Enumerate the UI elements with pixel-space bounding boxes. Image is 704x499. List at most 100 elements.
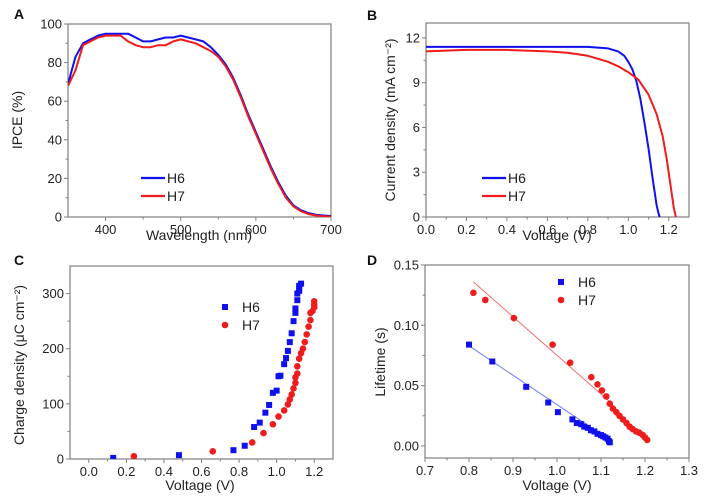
legend-label-h7: H7 [242,317,260,333]
panel-c: C 0.0 0.2 0.4 0.6 0.8 1.0 1.2 0 100 200 300 Voltage … [11,252,334,493]
data-point-h6 [277,372,284,379]
x-tick-label: 0.8 [230,464,248,479]
y-tick-label: 300 [42,286,64,301]
data-point-h7 [470,289,477,297]
y-tick-label: 100 [40,17,62,32]
x-tick-label: 0.4 [498,222,516,237]
plot-area [110,280,318,459]
data-point-h7 [294,370,301,377]
data-point-h6 [545,399,552,406]
data-point-h7 [260,429,267,437]
panel-d: D 0.7 0.8 0.9 1.0 1.1 1.2 1.3 0.00 0.05 0.10 0.15 Vo… [367,252,698,493]
plot-frame [67,23,332,218]
data-point-h7 [284,401,292,408]
x-tick-label: 1.3 [680,463,698,478]
data-point-h7 [602,393,610,400]
data-point-h6 [578,421,585,428]
legend-label-h6: H6 [578,274,596,290]
data-point-h6 [262,409,269,416]
data-point-h7 [566,359,574,367]
x-tick-label: 1.2 [305,464,323,479]
data-point-h6 [298,280,305,287]
data-point-h7 [275,413,282,420]
data-point-h6 [294,297,301,304]
x-tick-label: 1.0 [619,222,637,237]
y-tick-label: 0.10 [394,318,419,333]
x-tick-label: 700 [320,222,342,237]
y-axis-title: Charge density (μC cm⁻²) [11,285,27,445]
legend-label-h7: H7 [578,292,596,308]
y-tick-label: 60 [48,94,62,109]
data-point-h6 [251,424,258,431]
x-tick-label: 400 [95,222,117,237]
x-tick-label: 1.2 [660,222,678,237]
data-point-h7 [549,341,556,348]
data-point-h7 [288,391,295,398]
x-tick-label: 0.7 [416,463,434,478]
y-tick-label: 12 [406,30,420,45]
legend-label-h6: H6 [242,299,260,315]
data-point-h7 [280,407,288,414]
x-axis-title: Voltage (V) [522,477,591,493]
x-tick-label: 1.0 [268,464,286,479]
x-tick-label: 0.6 [538,222,556,237]
x-tick-label: 0.9 [504,463,522,478]
data-point-h7 [130,452,138,459]
y-axis-title: Lifetime (s) [372,327,388,396]
y-tick-label: 0.00 [394,438,419,453]
data-point-h6 [256,419,263,426]
data-point-h6 [587,427,594,434]
data-point-h6 [284,347,291,354]
x-tick-label: 0.4 [155,464,173,479]
x-axis-title: Voltage (V) [165,477,234,493]
y-tick-label: 0.05 [394,378,419,393]
panel-letter: A [14,6,24,22]
data-point-h7 [303,331,311,338]
data-point-h7 [510,314,518,322]
data-point-h6 [591,428,598,435]
data-point-h7 [594,381,601,388]
y-tick-label: 40 [48,132,62,147]
y-axis-title: Current density (mA cm⁻²) [382,39,398,202]
data-point-h7 [286,396,294,403]
panel-letter: B [367,7,377,23]
y-tick-label: 0.15 [394,258,419,273]
legend-marker-h6 [222,304,228,310]
data-point-h6 [292,305,299,312]
plot-frame [424,264,690,459]
data-point-h6 [273,387,280,394]
data-point-h7 [481,296,489,304]
data-point-h7 [606,400,614,408]
data-point-h7 [643,436,651,444]
series-line-h6 [426,45,661,217]
series-line-h7 [68,34,331,217]
legend-label-h6: H6 [167,170,185,186]
data-point-h6 [523,383,530,390]
panel-letter: C [14,252,24,268]
data-point-h7 [307,316,314,324]
data-point-h6 [230,447,237,454]
data-point-h6 [269,389,276,396]
x-tick-label: 0.0 [417,222,435,237]
legend-label-h6: H6 [508,170,526,186]
y-tick-label: 0 [55,210,62,225]
y-tick-label: 3 [413,165,420,180]
data-point-h6 [569,416,576,423]
legend-marker-h6 [558,279,564,285]
x-tick-label: 0.8 [460,463,478,478]
data-point-h6 [292,309,299,316]
panel-a: A 400 500 600 700 0 20 40 60 80 100 Wavelength (nm)… [9,6,342,243]
data-point-h7 [598,387,606,394]
y-tick-label: 6 [413,120,420,135]
legend-marker-h7 [221,321,229,329]
x-tick-label: 1.1 [592,463,610,478]
data-point-h6 [281,361,288,368]
data-point-h6 [606,439,613,446]
data-point-h7 [301,338,309,346]
data-point-h7 [305,323,312,330]
